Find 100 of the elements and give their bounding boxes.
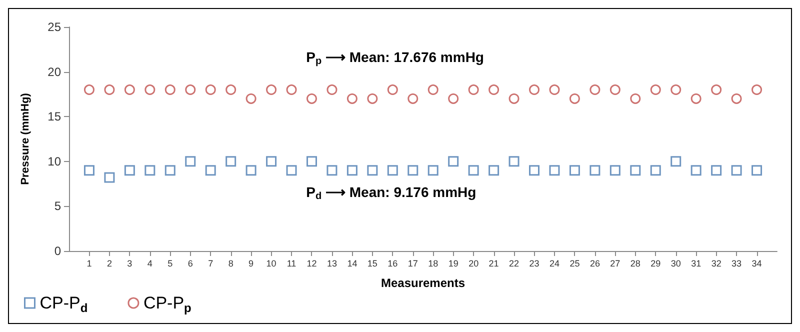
point [286,165,297,176]
point [164,165,176,176]
point [508,156,520,167]
point [630,93,641,104]
point [590,84,600,95]
point [306,156,317,167]
point [226,84,236,95]
point [428,165,438,176]
point [185,156,196,167]
point [367,165,378,176]
point [346,165,358,176]
x-tick-label: 7 [208,258,214,268]
x-tick-label: 17 [408,258,418,268]
x-tick-label: 9 [248,258,254,268]
x-tick-label: 12 [306,258,317,268]
point [650,165,661,176]
x-tick-label: 28 [630,258,640,268]
x-tick-label: 21 [488,258,499,268]
point [266,84,277,95]
x-tick-label: 20 [468,258,479,268]
point [246,165,256,176]
y-tick-label: 25 [48,20,62,34]
x-tick-label: 3 [127,258,132,268]
x-axis-title: Measurements [380,276,466,290]
point [205,165,216,176]
x-tick-label: 11 [286,258,296,268]
point [266,156,277,167]
point [448,156,459,167]
x-tick-label: 24 [549,258,560,268]
point [731,93,742,104]
point [529,84,540,95]
point [144,165,156,176]
point [468,84,479,95]
point [448,93,459,104]
x-tick-label: 34 [752,258,762,268]
point [630,165,641,176]
y-axis-title: Pressure (mmHg) [20,92,32,185]
point [670,84,682,95]
point [549,84,560,95]
point [569,165,580,176]
point [286,84,297,95]
point [124,165,135,176]
x-tick-label: 18 [428,258,438,268]
x-tick-label: 13 [326,258,337,268]
y-tick-label: 5 [54,199,62,214]
point [428,84,438,95]
point [752,165,762,176]
x-tick-label: 4 [147,258,152,268]
x-tick-label: 29 [650,258,661,268]
point [731,165,742,176]
x-tick-label: 22 [509,258,520,268]
point [164,84,176,95]
point [670,156,682,167]
point [610,165,620,176]
point [488,84,500,95]
point [144,84,156,95]
point [569,93,580,104]
point [468,165,479,176]
point [326,84,338,95]
point [387,165,398,176]
x-tick-label: 32 [711,258,722,268]
point [690,93,702,104]
point [488,165,500,176]
point [84,84,94,95]
point [346,93,358,104]
point [752,84,762,95]
point [711,84,722,95]
x-tick-label: 23 [529,258,540,268]
x-tick-label: 14 [347,258,358,268]
x-tick-label: 25 [570,258,580,268]
point [84,165,94,176]
point [387,84,398,95]
x-tick-label: 2 [106,258,112,268]
x-tick-label: 26 [590,258,600,268]
point [326,165,338,176]
point [529,165,540,176]
x-tick-label: 16 [388,258,398,268]
point [306,93,317,104]
point [610,84,620,95]
point [690,165,702,176]
point [711,165,722,176]
x-tick-label: 10 [266,258,276,268]
point [367,93,378,104]
x-tick-label: 27 [610,258,620,268]
point [185,84,196,95]
point [508,93,520,104]
point [650,84,661,95]
point [104,172,115,183]
point [104,84,115,95]
y-tick-label: 10 [48,154,62,168]
y-tick-label: 20 [48,64,62,79]
point [590,165,600,176]
point [408,165,418,176]
x-tick-label: 5 [168,258,173,268]
point [549,165,560,176]
y-tick-label: 15 [48,110,62,124]
x-tick-label: 8 [228,258,234,268]
point [246,93,256,104]
point [408,93,418,104]
x-tick-label: 1 [86,258,92,268]
